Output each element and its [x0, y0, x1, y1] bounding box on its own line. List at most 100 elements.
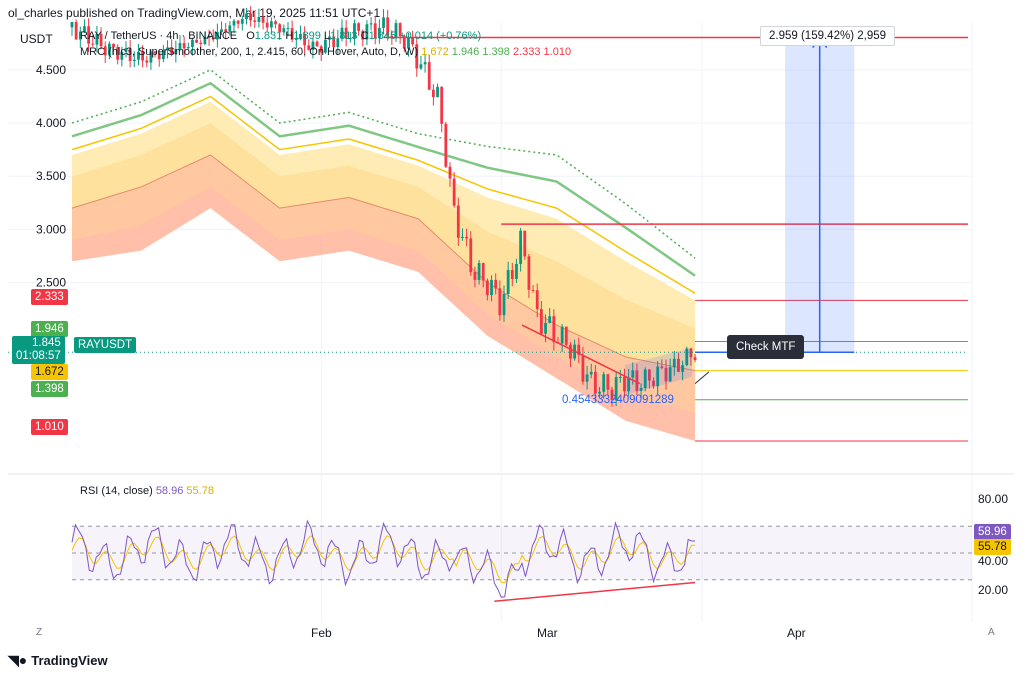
candle-body	[647, 369, 651, 381]
tradingview-logo[interactable]: ◥● TradingView	[8, 652, 108, 669]
mrc-legend[interactable]: MRC (hlc3, SuperSmoother, 200, 1, 2.415,…	[80, 46, 571, 58]
candle-body	[365, 24, 369, 40]
candle-body	[618, 376, 622, 378]
candle-body	[440, 86, 444, 124]
candle-body	[236, 20, 240, 24]
candle-body	[178, 43, 182, 50]
rsi-tick-40: 40.00	[978, 554, 1009, 568]
mrc-bands	[72, 101, 696, 442]
candle-body	[294, 38, 298, 40]
candle-body	[672, 358, 676, 368]
candle-body	[585, 374, 589, 382]
candle-body	[74, 22, 78, 40]
high-value: 1.899	[293, 30, 321, 42]
candle-body	[431, 89, 435, 98]
candle-body	[602, 374, 606, 392]
candle-body	[531, 289, 535, 291]
candle-body	[149, 51, 153, 63]
candle-body	[564, 326, 568, 345]
candle-body	[220, 29, 223, 33]
candle-body	[519, 230, 523, 264]
candle-body	[315, 41, 319, 47]
candle-body	[498, 288, 502, 316]
candle-body	[211, 37, 215, 40]
candle-body	[103, 46, 107, 56]
price-tick-label: 3.500	[36, 169, 66, 183]
price-axis-ticks: 2.500 3.000 3.500 4.000 4.500	[36, 63, 66, 290]
mrc-mean-line	[71, 154, 696, 372]
candle-body	[473, 272, 477, 280]
candle-body	[199, 42, 203, 44]
candle-body	[240, 19, 244, 24]
candle-body	[606, 374, 610, 390]
candle-body	[560, 326, 564, 344]
mrc-g-upper-value: 1.946	[451, 46, 480, 58]
candle-body	[145, 60, 149, 63]
candle-body	[581, 354, 585, 382]
candle-body	[693, 357, 697, 360]
rsi-value-tag: 58.96	[974, 524, 1011, 540]
time-axis-right-button[interactable]: A	[988, 627, 995, 638]
candle-body	[490, 279, 493, 296]
time-axis-left-button[interactable]: Z	[36, 627, 43, 638]
candle-body	[377, 27, 381, 39]
candle-body	[195, 39, 199, 43]
candle-body	[328, 36, 331, 40]
candle-body	[170, 47, 174, 55]
drawings[interactable]	[8, 36, 968, 442]
candle-body	[685, 348, 689, 366]
candle-body	[461, 236, 464, 238]
candle-body	[689, 348, 693, 358]
measure-label[interactable]: 2.959 (159.42%) 2,959	[760, 26, 896, 46]
candle-body	[336, 38, 340, 48]
candle-body	[448, 166, 452, 179]
low-value: 1.813	[330, 30, 358, 42]
candle-body	[166, 47, 169, 51]
candle-body	[83, 26, 86, 32]
candle-body	[174, 49, 178, 55]
symbol-legend[interactable]: RAY / TetherUS · 4h · BINANCE O1.831 H1.…	[80, 30, 481, 42]
candle-body	[361, 30, 365, 40]
tag-mean: 1.672	[31, 364, 68, 380]
candle-body	[419, 64, 423, 69]
candle-body	[423, 62, 427, 65]
price-tick-label: 2.500	[36, 276, 66, 290]
candle-body	[232, 20, 236, 26]
time-label-mar: Mar	[537, 626, 558, 640]
candle-body	[614, 377, 618, 401]
candle-body	[598, 391, 601, 394]
candle-body	[128, 48, 132, 62]
candle-body	[477, 263, 481, 280]
candle-body	[357, 23, 361, 31]
time-label-apr: Apr	[787, 626, 806, 640]
candle-body	[506, 269, 510, 295]
mrc-g-lower-value: 1.398	[482, 46, 510, 58]
candle-body	[627, 377, 631, 392]
candle-body	[191, 39, 194, 48]
mrc-green-upper-line	[71, 81, 696, 277]
check-mtf-callout[interactable]: Check MTF	[727, 335, 805, 359]
price-tick-label: 4.000	[36, 116, 66, 130]
candle-body	[353, 23, 356, 38]
candle-body	[510, 269, 514, 279]
candle-body	[344, 27, 348, 39]
candle-body	[494, 279, 498, 289]
countdown: 01:08:57	[16, 350, 61, 362]
band-upper-inner	[72, 123, 696, 371]
last-price-tag: 1.845 01:08:57	[12, 336, 65, 364]
callout-pointer	[694, 371, 710, 384]
candle-body	[635, 370, 639, 391]
currency-label: USDT	[20, 32, 53, 46]
candle-body	[141, 51, 145, 61]
candle-body	[465, 236, 469, 239]
rsi-pane	[71, 519, 972, 602]
rsi-line	[71, 519, 696, 598]
mrc-line: MRC (hlc3, SuperSmoother, 200, 1, 2.415,…	[80, 46, 419, 58]
rsi-legend[interactable]: RSI (14, close) 58.96 55.78	[80, 485, 214, 497]
candle-body	[95, 34, 99, 45]
candle-body	[78, 31, 82, 40]
wedge-channel	[625, 347, 693, 396]
price-tick-label: 3.000	[36, 222, 66, 236]
rsi-ma-tag: 55.78	[974, 539, 1011, 555]
